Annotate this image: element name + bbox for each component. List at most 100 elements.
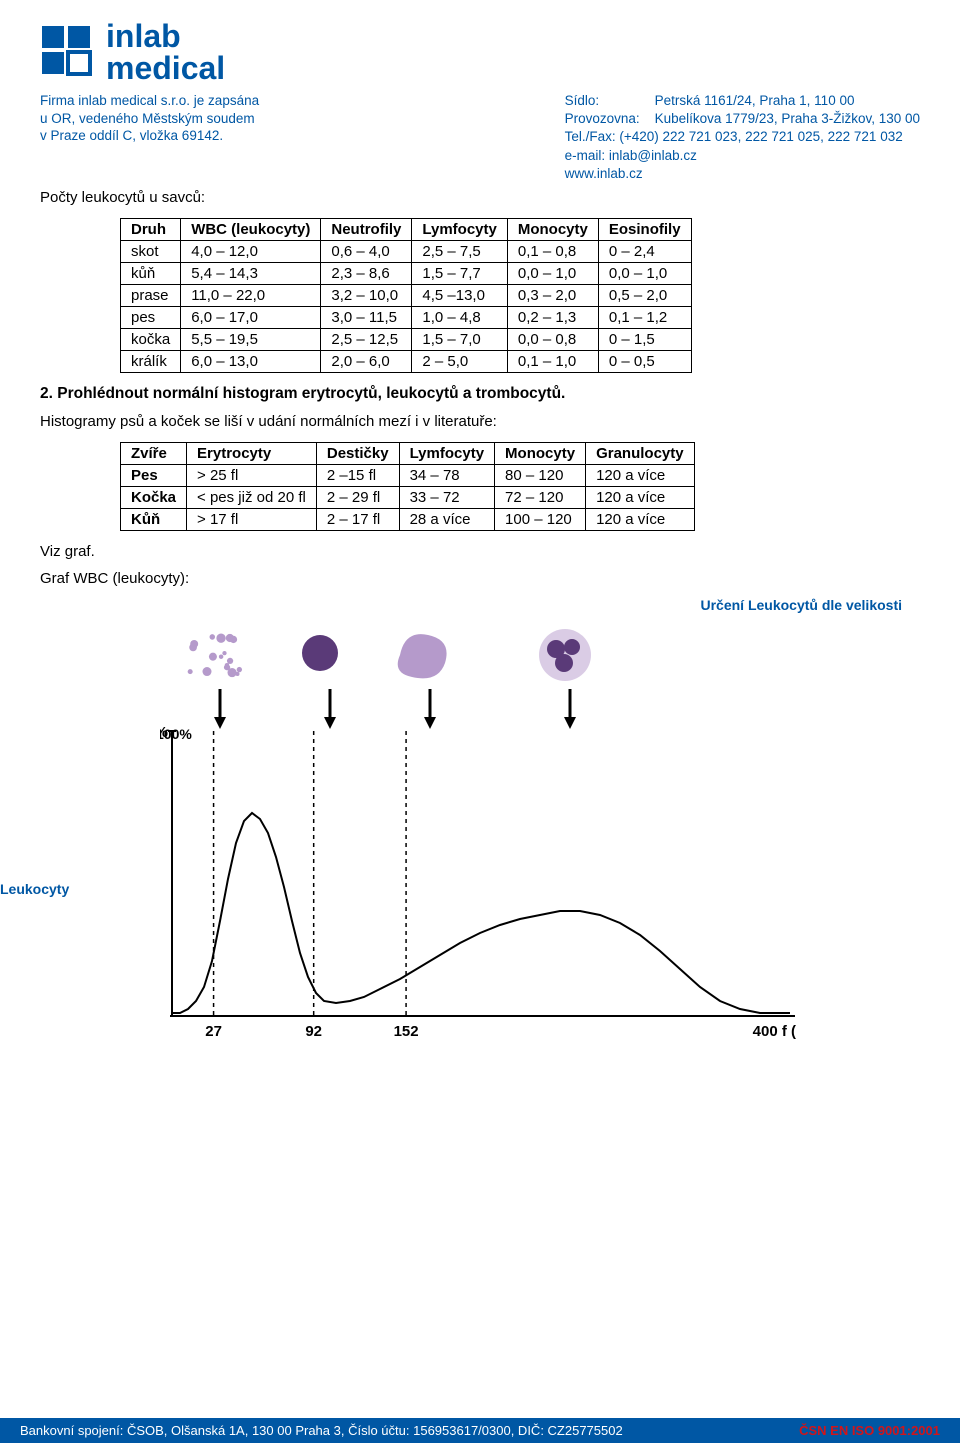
table1-col-header: Lymfocyty [412, 219, 507, 241]
y-100-label: 100% [160, 724, 168, 741]
table-cell: Kočka [121, 487, 187, 509]
table-cell: 0 – 2,4 [598, 241, 691, 263]
body-1: Histogramy psů a koček se liší v udání n… [40, 413, 920, 430]
table-cell: pes [121, 307, 181, 329]
reg-line-2: u OR, vedeného Městským soudem [40, 110, 259, 128]
table-cell: 2,0 – 6,0 [321, 351, 412, 373]
table-cell: 1,5 – 7,0 [412, 329, 507, 351]
graf-title: Graf WBC (leukocyty): [40, 570, 920, 587]
table-cell: 2 – 17 fl [316, 509, 399, 531]
table1-col-header: Eosinofily [598, 219, 691, 241]
table-cell: 11,0 – 22,0 [181, 285, 321, 307]
table-cell: > 25 fl [187, 465, 317, 487]
table-cell: 6,0 – 17,0 [181, 307, 321, 329]
table2-col-header: Granulocyty [586, 443, 695, 465]
table-cell: 0 – 0,5 [598, 351, 691, 373]
table-cell: 2 –15 fl [316, 465, 399, 487]
table-cell: 0,0 – 1,0 [598, 263, 691, 285]
logo-text-2: medical [106, 52, 225, 84]
table-cell: 34 – 78 [399, 465, 494, 487]
table-cell: 72 – 120 [495, 487, 586, 509]
table-cell: 4,0 – 12,0 [181, 241, 321, 263]
telfax: Tel./Fax: (+420) 222 721 023, 222 721 02… [565, 128, 920, 146]
table2-col-header: Erytrocyty [187, 443, 317, 465]
cell-image-0 [188, 634, 242, 678]
table-row: Kůň> 17 fl2 – 17 fl28 a více100 – 120120… [121, 509, 695, 531]
table-cell: kůň [121, 263, 181, 285]
logo-icon [40, 24, 96, 80]
table-row: králík6,0 – 13,02,0 – 6,02 – 5,00,1 – 1,… [121, 351, 692, 373]
wbc-histogram-svg: 100%2792152400 f (100% [160, 621, 800, 1061]
table2-col-header: Monocyty [495, 443, 586, 465]
table-cell: 0 – 1,5 [598, 329, 691, 351]
table-cell: 0,0 – 0,8 [507, 329, 598, 351]
table2-col-header: Lymfocyty [399, 443, 494, 465]
viz-graf: Viz graf. [40, 543, 920, 560]
sidlo-label: Sídlo: [565, 92, 655, 110]
sidlo-value: Petrská 1161/24, Praha 1, 110 00 [655, 92, 855, 110]
table-row: kočka5,5 – 19,52,5 – 12,51,5 – 7,00,0 – … [121, 329, 692, 351]
table-cell: 0,1 – 1,2 [598, 307, 691, 329]
arrow-head-1 [324, 717, 336, 729]
table-cell: 0,3 – 2,0 [507, 285, 598, 307]
table1-col-header: Monocyty [507, 219, 598, 241]
footer-left: Bankovní spojení: ČSOB, Olšanská 1A, 130… [20, 1423, 623, 1438]
table-cell: 0,0 – 1,0 [507, 263, 598, 285]
wbc-chart: Leukocyty 100%2792152400 f (100% [160, 621, 800, 1066]
x-tick-92: 92 [305, 1023, 322, 1040]
table-cell: 3,0 – 11,5 [321, 307, 412, 329]
table-cell: 5,4 – 14,3 [181, 263, 321, 285]
cell-image-2 [398, 634, 447, 678]
logo-text-1: inlab [106, 20, 225, 52]
table2-col-header: Destičky [316, 443, 399, 465]
table-cell: králík [121, 351, 181, 373]
cell-image-1 [302, 635, 338, 671]
table-cell: 0,1 – 0,8 [507, 241, 598, 263]
table-cell: 2,5 – 12,5 [321, 329, 412, 351]
arrow-head-0 [214, 717, 226, 729]
chart-side-label: Leukocyty [0, 881, 69, 897]
table2-col-header: Zvíře [121, 443, 187, 465]
table1-col-header: WBC (leukocyty) [181, 219, 321, 241]
table-row: skot4,0 – 12,00,6 – 4,02,5 – 7,50,1 – 0,… [121, 241, 692, 263]
table-cell: < pes již od 20 fl [187, 487, 317, 509]
table1-col-header: Neutrofily [321, 219, 412, 241]
table-row: Pes> 25 fl2 –15 fl34 – 7880 – 120120 a v… [121, 465, 695, 487]
table-row: Kočka< pes již od 20 fl2 – 29 fl33 – 727… [121, 487, 695, 509]
cell-image-3 [539, 629, 591, 681]
arrow-head-3 [564, 717, 576, 729]
table-row: kůň5,4 – 14,32,3 – 8,61,5 – 7,70,0 – 1,0… [121, 263, 692, 285]
table-cell: 2,3 – 8,6 [321, 263, 412, 285]
table-cell: 2,5 – 7,5 [412, 241, 507, 263]
table-cell: 120 a více [586, 487, 695, 509]
x-tick-152: 152 [394, 1023, 419, 1040]
table-cell: 80 – 120 [495, 465, 586, 487]
company-contact: Sídlo:Petrská 1161/24, Praha 1, 110 00 P… [565, 92, 920, 183]
table-cell: 120 a více [586, 465, 695, 487]
reg-line-3: v Praze oddíl C, vložka 69142. [40, 127, 259, 145]
table-cell: 33 – 72 [399, 487, 494, 509]
table-cell: 0,2 – 1,3 [507, 307, 598, 329]
table-cell: skot [121, 241, 181, 263]
table-cell: 100 – 120 [495, 509, 586, 531]
x-tick-27: 27 [205, 1023, 222, 1040]
company-registration: Firma inlab medical s.r.o. je zapsána u … [40, 92, 259, 183]
footer: Bankovní spojení: ČSOB, Olšanská 1A, 130… [0, 1418, 960, 1443]
provoz-label: Provozovna: [565, 110, 655, 128]
logo: inlab medical [40, 20, 920, 84]
table-cell: Kůň [121, 509, 187, 531]
table-row: pes6,0 – 17,03,0 – 11,51,0 – 4,80,2 – 1,… [121, 307, 692, 329]
table-cell: 4,5 –13,0 [412, 285, 507, 307]
table-cell: kočka [121, 329, 181, 351]
table-cell: 5,5 – 19,5 [181, 329, 321, 351]
table-row: prase11,0 – 22,03,2 – 10,04,5 –13,00,3 –… [121, 285, 692, 307]
provoz-value: Kubelíkova 1779/23, Praha 3-Žižkov, 130 … [655, 110, 920, 128]
table-cell: Pes [121, 465, 187, 487]
table-cell: 1,0 – 4,8 [412, 307, 507, 329]
www: www.inlab.cz [565, 165, 920, 183]
x-end-label: 400 f ( [753, 1023, 796, 1040]
table-cell: 120 a více [586, 509, 695, 531]
table-cell: 6,0 – 13,0 [181, 351, 321, 373]
table1-col-header: Druh [121, 219, 181, 241]
arrow-head-2 [424, 717, 436, 729]
